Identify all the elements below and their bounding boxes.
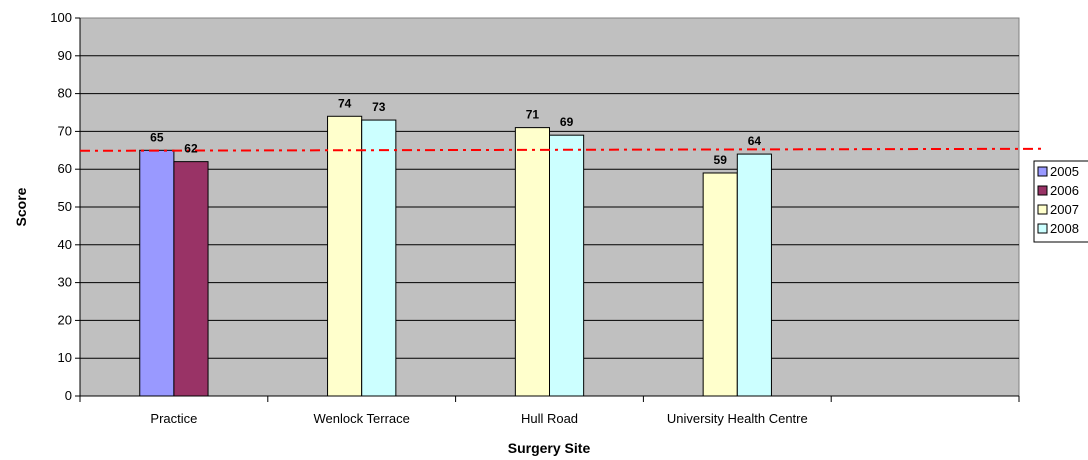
data-label: 69 xyxy=(560,115,574,129)
data-labels: 65 62 74 73 71 69 59 64 xyxy=(150,96,761,167)
legend: 2005 2006 2007 2008 xyxy=(1033,160,1088,243)
y-tick-label: 100 xyxy=(50,10,72,25)
bar-2008-1 xyxy=(361,119,397,397)
bar-2007-3 xyxy=(702,172,738,397)
legend-swatch-2005 xyxy=(1037,166,1048,177)
y-tick-label: 90 xyxy=(58,48,72,63)
x-axis-title: Surgery Site xyxy=(508,440,591,456)
bar-2007-2 xyxy=(514,127,551,397)
y-axis-title: Score xyxy=(13,187,29,226)
y-tick-label: 50 xyxy=(58,199,72,214)
bars xyxy=(139,115,772,397)
data-label: 71 xyxy=(526,108,540,122)
legend-label-2005: 2005 xyxy=(1050,164,1079,179)
y-tick-label: 60 xyxy=(58,161,72,176)
y-tick-label: 70 xyxy=(58,123,72,138)
y-tick-label: 30 xyxy=(58,275,72,290)
legend-swatch-2007 xyxy=(1037,204,1048,215)
x-tick-label: Practice xyxy=(150,411,197,426)
data-label: 73 xyxy=(372,100,386,114)
bar-2007-1 xyxy=(327,115,363,397)
legend-label-2007: 2007 xyxy=(1050,202,1079,217)
y-tick-label: 10 xyxy=(58,350,72,365)
y-tick-label: 80 xyxy=(58,86,72,101)
bar-2005-0 xyxy=(139,149,175,397)
y-tick-label: 0 xyxy=(65,388,72,403)
data-label: 64 xyxy=(748,134,762,148)
bar-2008-3 xyxy=(736,153,772,397)
data-label: 59 xyxy=(714,153,728,167)
legend-label-2006: 2006 xyxy=(1050,183,1079,198)
data-label: 74 xyxy=(338,96,352,110)
bar-2006-0 xyxy=(173,161,209,397)
bar-2008-2 xyxy=(549,134,585,397)
data-label: 65 xyxy=(150,130,164,144)
legend-label-2008: 2008 xyxy=(1050,221,1079,236)
y-axis-ticks: 0 10 20 30 40 50 60 70 80 90 100 xyxy=(50,10,81,403)
x-tick-label: University Health Centre xyxy=(667,411,808,426)
legend-swatch-2008 xyxy=(1037,223,1048,234)
x-tick-label: Hull Road xyxy=(521,411,578,426)
y-tick-label: 40 xyxy=(58,237,72,252)
data-label: 62 xyxy=(184,142,198,156)
legend-swatch-2006 xyxy=(1037,185,1048,196)
x-axis-ticks: Practice Wenlock Terrace Hull Road Universi… xyxy=(79,395,1020,426)
y-tick-label: 20 xyxy=(58,312,72,327)
x-tick-label: Wenlock Terrace xyxy=(314,411,410,426)
